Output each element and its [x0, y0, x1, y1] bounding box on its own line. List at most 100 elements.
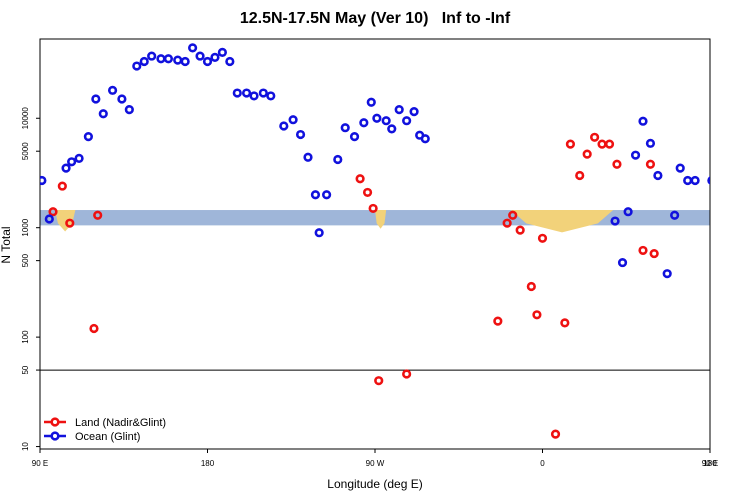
- series-1-point-60: [690, 175, 700, 186]
- series-0-point-18: [560, 318, 570, 328]
- chart-title: 12.5N-17.5N May (Ver 10) Inf to -Inf: [0, 10, 750, 28]
- y-axis-label: N Total: [0, 226, 13, 264]
- series-0-point-4: [93, 210, 103, 220]
- series-0-point-11: [502, 218, 512, 228]
- series-0-point-8: [374, 376, 384, 386]
- series-1-point-27: [258, 88, 268, 98]
- series-1-point-6: [91, 94, 101, 104]
- series-0-point-27: [645, 159, 656, 169]
- series-1-point-9: [117, 94, 127, 104]
- band-highlight-1: [375, 210, 387, 229]
- series-0-point-14: [526, 281, 536, 292]
- series-1-point-49: [610, 216, 620, 226]
- series-0-point-22: [590, 132, 600, 142]
- series-0-point-1: [57, 181, 67, 191]
- series-0-point-7: [368, 203, 378, 214]
- chart-title-main: 12.5N-17.5N May (Ver 10): [239, 10, 429, 27]
- series-1-point-8: [107, 85, 118, 95]
- band-highlight-3: [721, 210, 728, 228]
- series-1-point-54: [645, 138, 656, 148]
- series-1-point-10: [124, 104, 134, 115]
- y-tick-label-2: 100: [21, 330, 30, 344]
- series-1-point-16: [173, 55, 183, 65]
- series-1-point-44: [394, 104, 404, 115]
- series-1-point-38: [349, 131, 360, 142]
- series-0-point-6: [362, 187, 373, 198]
- series-1-point-40: [366, 97, 376, 107]
- series-0-point-25: [612, 159, 622, 169]
- legend-marker-1: [50, 431, 60, 441]
- series-1-point-24: [232, 88, 242, 98]
- series-1-point-15: [163, 54, 174, 64]
- y-tick-label-4: 1000: [21, 218, 30, 236]
- series-1-point-59: [683, 175, 693, 186]
- series-1-point-42: [381, 116, 391, 126]
- series-1-point-19: [195, 51, 205, 61]
- series-1-point-55: [653, 170, 663, 181]
- series-1-point-36: [333, 154, 343, 165]
- series-0-point-24: [604, 139, 615, 149]
- series-0-point-13: [515, 225, 525, 235]
- series-1-point-61: [707, 176, 710, 185]
- series-0-point-16: [537, 233, 548, 243]
- series-0-point-20: [575, 170, 585, 181]
- series-0-point-5: [355, 174, 365, 184]
- x-tick-label-1: 180: [201, 459, 215, 468]
- series-1-point-17: [180, 56, 190, 67]
- series-1-point-46: [409, 107, 419, 117]
- y-tick-label-6: 10000: [21, 107, 30, 130]
- chart-title-range: Inf to -Inf: [441, 10, 511, 27]
- band-highlight-4: [740, 210, 747, 228]
- series-1-point-34: [314, 228, 324, 238]
- series-0-point-26: [638, 245, 648, 256]
- series-0-point-17: [550, 429, 561, 439]
- series-1-point-3: [67, 157, 77, 167]
- series-1-point-28: [266, 91, 276, 101]
- y-tick-label-5: 5000: [21, 142, 30, 160]
- x-tick-label-4: 90 E: [702, 459, 718, 468]
- series-1-point-2: [61, 163, 71, 173]
- series-0-point-12: [508, 210, 518, 220]
- series-0-point-2: [65, 218, 75, 228]
- x-axis-label: Longitude (deg E): [327, 477, 423, 491]
- series-1-point-58: [675, 163, 685, 173]
- series-1-point-1: [44, 214, 54, 224]
- band-highlight-2: [510, 210, 614, 233]
- y-tick-label-1: 50: [21, 365, 30, 374]
- series-0-point-3: [89, 323, 99, 334]
- legend-label-0: Land (Nadir&Glint): [75, 417, 166, 429]
- series-0-point-21: [582, 149, 592, 159]
- series-1-point-23: [225, 56, 235, 67]
- series-1-point-52: [630, 150, 641, 160]
- series-1-point-57: [670, 210, 680, 220]
- legend-label-1: Ocean (Glint): [75, 431, 140, 443]
- series-1-point-4: [74, 153, 84, 163]
- series-1-point-11: [132, 61, 142, 71]
- x-tick-label-5: 180: [703, 459, 717, 468]
- series-1-point-50: [617, 257, 628, 268]
- series-0-point-28: [649, 248, 659, 259]
- series-1-point-18: [188, 43, 198, 53]
- series-1-point-26: [249, 91, 259, 101]
- series-1-point-14: [156, 54, 166, 64]
- x-tick-label-2: 90 W: [366, 459, 385, 468]
- series-1-point-21: [210, 52, 220, 62]
- series-1-point-33: [310, 190, 321, 200]
- series-0-point-15: [532, 310, 542, 320]
- series-1-point-5: [83, 131, 93, 142]
- legend-marker-0: [50, 417, 60, 427]
- series-1-point-32: [303, 152, 313, 162]
- series-1-point-7: [98, 109, 108, 119]
- series-1-point-51: [623, 207, 633, 217]
- series-0-point-19: [565, 139, 576, 149]
- series-1-point-29: [279, 121, 289, 131]
- y-tick-label-0: 10: [21, 442, 30, 451]
- series-1-point-20: [202, 56, 213, 67]
- y-tick-label-3: 500: [21, 253, 30, 267]
- series-1-point-45: [402, 116, 412, 126]
- series-1-point-41: [372, 113, 382, 123]
- series-1-point-48: [420, 134, 430, 144]
- x-tick-label-0: 90 E: [32, 459, 48, 468]
